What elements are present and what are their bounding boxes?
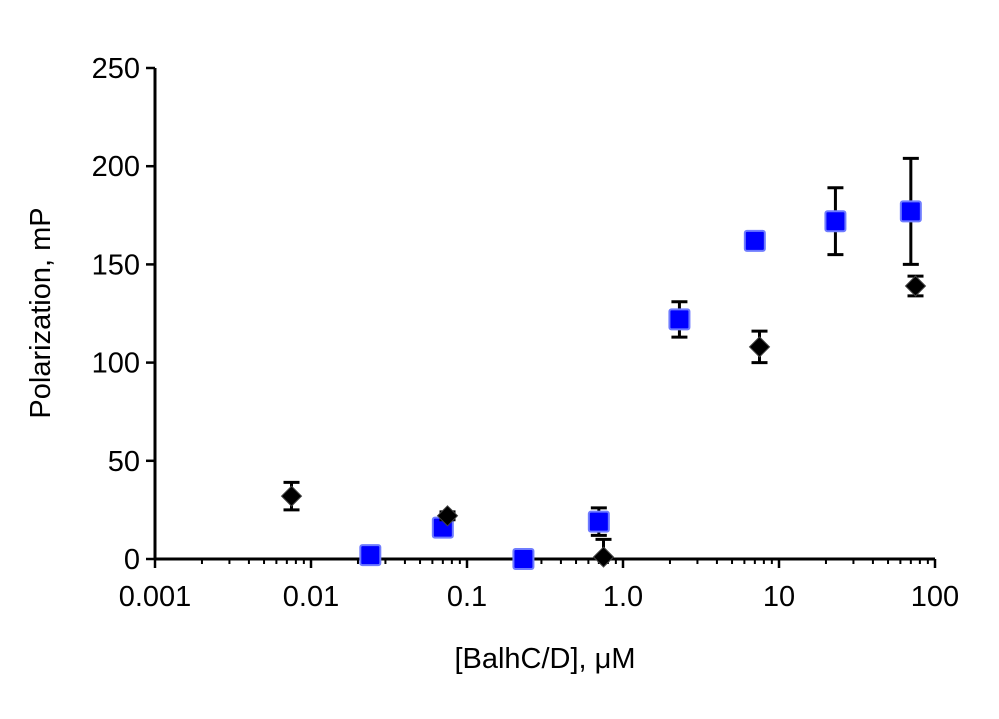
x-tick-label: 0.01 (283, 581, 339, 613)
y-tick-label: 200 (92, 151, 140, 183)
x-tick-label: 0.1 (447, 581, 487, 613)
data-point-square (587, 510, 610, 533)
data-point-square (512, 548, 535, 570)
data-point-diamond (280, 485, 303, 507)
data-point-diamond (436, 505, 459, 527)
series-1 (280, 274, 927, 568)
x-tick-label: 100 (911, 581, 959, 613)
series-0 (359, 156, 922, 570)
y-tick-label: 150 (92, 249, 140, 281)
x-axis-label: [BalhC/D], μM (454, 643, 635, 675)
data-point-square (899, 200, 922, 223)
y-tick-label: 250 (92, 53, 140, 85)
data-point-square (668, 308, 691, 331)
data-point-diamond (904, 275, 927, 297)
series-layer (280, 156, 927, 570)
y-tick-label: 100 (92, 348, 140, 380)
y-tick-label: 50 (108, 446, 140, 478)
x-axis-ticks: 0.001 0.01 0.1 1.0 10 100 (119, 559, 959, 613)
y-axis-ticks: 0 50 100 150 200 250 (92, 53, 155, 576)
data-point-square (824, 210, 847, 233)
data-point-square (359, 544, 382, 567)
data-point-square (743, 229, 766, 252)
data-point-diamond (748, 336, 771, 358)
x-tick-label: 0.001 (119, 581, 192, 613)
x-tick-label: 1.0 (603, 581, 643, 613)
data-point-diamond (592, 546, 615, 568)
axes (153, 68, 935, 561)
x-tick-label: 10 (763, 581, 795, 613)
y-axis-label: Polarization, mP (25, 207, 57, 418)
y-tick-label: 0 (124, 544, 140, 576)
